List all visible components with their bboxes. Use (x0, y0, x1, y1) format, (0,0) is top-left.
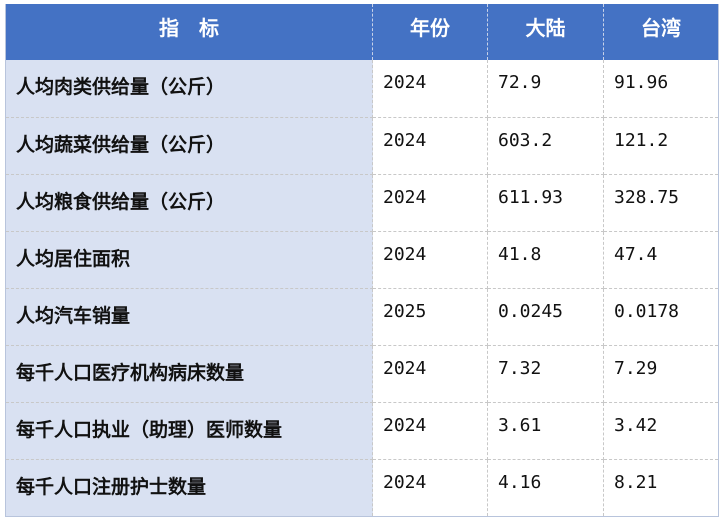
cell-mainland: 3.61 (487, 402, 604, 460)
header-indicator: 指 标 (5, 4, 373, 60)
cell-taiwan: 121.2 (603, 117, 719, 175)
header-taiwan: 台湾 (603, 4, 719, 60)
cell-year: 2024 (372, 117, 488, 175)
table-row: 人均粮食供给量（公斤） 2024 611.93 328.75 (5, 174, 719, 232)
table-row: 人均蔬菜供给量（公斤） 2024 603.2 121.2 (5, 117, 719, 175)
cell-taiwan: 8.21 (603, 459, 719, 517)
cell-year: 2024 (372, 345, 488, 403)
header-mainland: 大陆 (487, 4, 604, 60)
cell-taiwan: 91.96 (603, 60, 719, 118)
header-row: 指 标 年份 大陆 台湾 (5, 4, 719, 60)
cell-indicator: 人均汽车销量 (5, 288, 373, 346)
cell-mainland: 7.32 (487, 345, 604, 403)
header-year: 年份 (372, 4, 488, 60)
cell-indicator: 人均居住面积 (5, 231, 373, 289)
cell-indicator: 人均蔬菜供给量（公斤） (5, 117, 373, 175)
cell-mainland: 4.16 (487, 459, 604, 517)
cell-year: 2024 (372, 60, 488, 118)
cell-year: 2025 (372, 288, 488, 346)
cell-year: 2024 (372, 231, 488, 289)
cell-taiwan: 47.4 (603, 231, 719, 289)
cell-indicator: 人均粮食供给量（公斤） (5, 174, 373, 232)
cell-taiwan: 3.42 (603, 402, 719, 460)
cell-mainland: 0.0245 (487, 288, 604, 346)
cell-year: 2024 (372, 174, 488, 232)
cell-indicator: 每千人口医疗机构病床数量 (5, 345, 373, 403)
cell-taiwan: 7.29 (603, 345, 719, 403)
comparison-table: 指 标 年份 大陆 台湾 人均肉类供给量（公斤） 2024 72.9 91.96 人均蔬… (5, 4, 719, 517)
cell-taiwan: 328.75 (603, 174, 719, 232)
table-row: 人均肉类供给量（公斤） 2024 72.9 91.96 (5, 60, 719, 118)
table-row: 人均居住面积 2024 41.8 47.4 (5, 231, 719, 289)
cell-indicator: 每千人口注册护士数量 (5, 459, 373, 517)
table-row: 每千人口医疗机构病床数量 2024 7.32 7.29 (5, 345, 719, 403)
table-row: 每千人口执业（助理）医师数量 2024 3.61 3.42 (5, 402, 719, 460)
cell-indicator: 每千人口执业（助理）医师数量 (5, 402, 373, 460)
cell-mainland: 41.8 (487, 231, 604, 289)
cell-year: 2024 (372, 402, 488, 460)
cell-mainland: 603.2 (487, 117, 604, 175)
table-row: 人均汽车销量 2025 0.0245 0.0178 (5, 288, 719, 346)
cell-mainland: 72.9 (487, 60, 604, 118)
cell-taiwan: 0.0178 (603, 288, 719, 346)
cell-mainland: 611.93 (487, 174, 604, 232)
cell-year: 2024 (372, 459, 488, 517)
table-row: 每千人口注册护士数量 2024 4.16 8.21 (5, 459, 719, 517)
cell-indicator: 人均肉类供给量（公斤） (5, 60, 373, 118)
